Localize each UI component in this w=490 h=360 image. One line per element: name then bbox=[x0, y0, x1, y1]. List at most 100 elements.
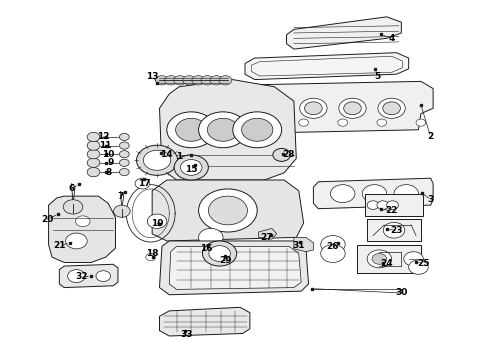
Text: 18: 18 bbox=[146, 249, 158, 258]
Polygon shape bbox=[233, 81, 433, 134]
Circle shape bbox=[372, 253, 387, 264]
Circle shape bbox=[202, 241, 237, 266]
Circle shape bbox=[87, 149, 100, 159]
Circle shape bbox=[165, 76, 177, 85]
Circle shape bbox=[192, 76, 205, 85]
Text: 10: 10 bbox=[102, 150, 114, 159]
Text: 11: 11 bbox=[99, 141, 112, 150]
Polygon shape bbox=[245, 53, 409, 80]
Text: 24: 24 bbox=[380, 259, 393, 268]
Bar bbox=[357, 244, 421, 273]
Circle shape bbox=[120, 134, 129, 140]
Circle shape bbox=[146, 253, 156, 261]
Text: 29: 29 bbox=[219, 256, 232, 265]
Text: 31: 31 bbox=[293, 241, 305, 250]
Circle shape bbox=[183, 76, 196, 85]
Text: 16: 16 bbox=[199, 244, 212, 253]
Circle shape bbox=[96, 271, 111, 282]
Circle shape bbox=[367, 201, 379, 210]
Circle shape bbox=[174, 76, 186, 85]
Text: 30: 30 bbox=[395, 288, 408, 297]
Circle shape bbox=[394, 185, 418, 203]
Polygon shape bbox=[169, 246, 301, 289]
Circle shape bbox=[75, 216, 90, 226]
Polygon shape bbox=[159, 307, 250, 336]
Text: 3: 3 bbox=[428, 195, 434, 204]
Text: 5: 5 bbox=[374, 72, 380, 81]
Circle shape bbox=[180, 159, 202, 175]
Circle shape bbox=[120, 168, 129, 176]
Circle shape bbox=[362, 185, 387, 203]
Circle shape bbox=[343, 102, 361, 115]
Circle shape bbox=[167, 112, 216, 148]
Text: 1: 1 bbox=[176, 152, 182, 161]
Circle shape bbox=[321, 244, 345, 262]
Circle shape bbox=[273, 148, 291, 161]
Circle shape bbox=[258, 98, 286, 118]
Text: 9: 9 bbox=[107, 158, 114, 167]
Circle shape bbox=[242, 118, 273, 141]
Circle shape bbox=[378, 98, 405, 118]
Circle shape bbox=[404, 252, 423, 266]
Circle shape bbox=[66, 233, 87, 249]
Bar bbox=[367, 220, 421, 241]
Text: 15: 15 bbox=[185, 165, 197, 174]
Text: 19: 19 bbox=[151, 219, 163, 228]
Text: 26: 26 bbox=[327, 242, 339, 251]
Text: 7: 7 bbox=[117, 192, 123, 201]
Circle shape bbox=[416, 119, 426, 126]
Text: 22: 22 bbox=[385, 206, 398, 215]
Text: 25: 25 bbox=[417, 259, 430, 268]
Polygon shape bbox=[314, 178, 433, 209]
Text: 4: 4 bbox=[389, 34, 395, 43]
Circle shape bbox=[135, 178, 150, 189]
Circle shape bbox=[198, 189, 257, 232]
Circle shape bbox=[87, 132, 100, 141]
Text: 6: 6 bbox=[69, 184, 74, 193]
Text: 12: 12 bbox=[97, 132, 110, 141]
Circle shape bbox=[263, 102, 281, 115]
Circle shape bbox=[120, 150, 129, 158]
Polygon shape bbox=[259, 228, 277, 239]
Text: 2: 2 bbox=[428, 132, 434, 141]
Text: 21: 21 bbox=[53, 241, 66, 250]
Bar bbox=[365, 194, 423, 216]
Circle shape bbox=[63, 200, 83, 214]
Polygon shape bbox=[159, 241, 309, 295]
Circle shape bbox=[383, 102, 400, 115]
Circle shape bbox=[137, 145, 177, 175]
Polygon shape bbox=[152, 180, 304, 241]
Circle shape bbox=[257, 119, 267, 126]
Circle shape bbox=[409, 260, 428, 274]
Text: 13: 13 bbox=[146, 72, 158, 81]
Circle shape bbox=[209, 246, 230, 261]
Polygon shape bbox=[49, 196, 116, 262]
Circle shape bbox=[300, 98, 327, 118]
Polygon shape bbox=[287, 17, 401, 49]
Circle shape bbox=[114, 205, 130, 217]
Circle shape bbox=[383, 222, 405, 238]
Circle shape bbox=[201, 76, 214, 85]
Circle shape bbox=[174, 155, 208, 180]
Circle shape bbox=[120, 142, 129, 149]
Text: 32: 32 bbox=[75, 272, 88, 281]
Circle shape bbox=[156, 76, 168, 85]
Circle shape bbox=[367, 250, 392, 268]
Circle shape bbox=[305, 102, 322, 115]
Circle shape bbox=[207, 118, 239, 141]
Circle shape bbox=[144, 150, 171, 170]
Circle shape bbox=[377, 119, 387, 126]
Circle shape bbox=[339, 98, 366, 118]
Text: 8: 8 bbox=[105, 168, 111, 177]
Circle shape bbox=[299, 119, 309, 126]
Circle shape bbox=[87, 167, 100, 177]
Circle shape bbox=[321, 235, 345, 253]
Circle shape bbox=[120, 159, 129, 166]
Polygon shape bbox=[294, 237, 314, 252]
Polygon shape bbox=[59, 264, 118, 288]
Text: 27: 27 bbox=[261, 233, 273, 242]
Text: 20: 20 bbox=[41, 215, 53, 224]
Circle shape bbox=[331, 185, 355, 203]
Circle shape bbox=[87, 158, 100, 167]
Text: 23: 23 bbox=[390, 226, 403, 235]
